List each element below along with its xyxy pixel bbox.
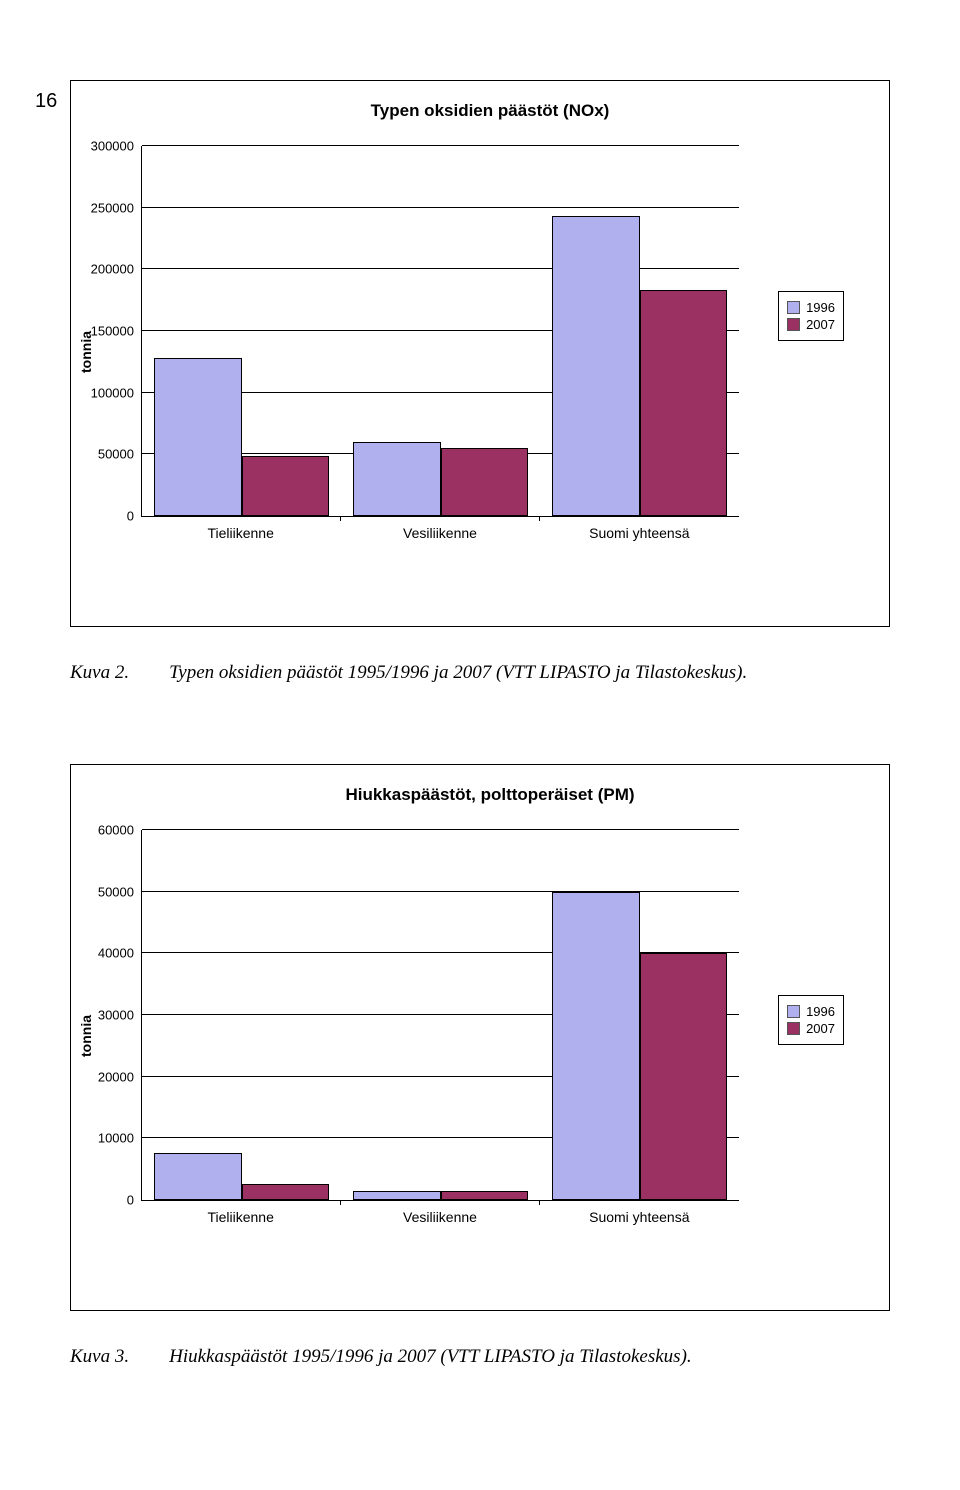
caption-label: Kuva 3. — [70, 1346, 129, 1368]
x-tick-label: Tieliikenne — [141, 1209, 340, 1225]
y-tick-label: 300000 — [91, 139, 142, 154]
bar — [640, 290, 728, 516]
y-tick-label: 50000 — [98, 447, 142, 462]
caption-kuva2: Kuva 2. Typen oksidien päästöt 1995/1996… — [70, 662, 890, 684]
legend: 1996 2007 — [778, 995, 844, 1045]
legend-label: 1996 — [806, 300, 835, 315]
category-group — [142, 830, 341, 1200]
x-tick-label: Tieliikenne — [141, 525, 340, 541]
legend-label: 1996 — [806, 1004, 835, 1019]
bar — [242, 1184, 330, 1200]
y-tick-label: 150000 — [91, 324, 142, 339]
legend-swatch — [787, 301, 800, 314]
category-group — [540, 830, 739, 1200]
y-tick-label: 250000 — [91, 200, 142, 215]
bar — [154, 358, 242, 516]
x-tick-label: Vesiliikenne — [340, 525, 539, 541]
legend-swatch — [787, 318, 800, 331]
x-tick-label: Vesiliikenne — [340, 1209, 539, 1225]
legend-swatch — [787, 1005, 800, 1018]
y-tick-label: 50000 — [98, 884, 142, 899]
y-tick-label: 10000 — [98, 1131, 142, 1146]
y-tick-label: 0 — [127, 1193, 142, 1208]
chart-title: Typen oksidien päästöt (NOx) — [131, 101, 849, 121]
page-number: 16 — [35, 90, 57, 113]
bar — [441, 1191, 529, 1200]
legend-item: 1996 — [787, 300, 835, 315]
y-tick-label: 0 — [127, 509, 142, 524]
chart-nox: Typen oksidien päästöt (NOx)tonnia050000… — [70, 80, 890, 627]
bar — [154, 1153, 242, 1200]
x-tick-label: Suomi yhteensä — [540, 525, 739, 541]
category-tick — [340, 1200, 341, 1205]
x-tick-label: Suomi yhteensä — [540, 1209, 739, 1225]
legend-label: 2007 — [806, 1021, 835, 1036]
category-tick — [539, 1200, 540, 1205]
category-group — [341, 830, 540, 1200]
legend: 1996 2007 — [778, 291, 844, 341]
y-tick-label: 100000 — [91, 385, 142, 400]
legend-item: 2007 — [787, 317, 835, 332]
category-group — [142, 146, 341, 516]
plot-area: 0100002000030000400005000060000 — [141, 830, 739, 1201]
bar — [242, 456, 330, 516]
category-tick — [340, 516, 341, 521]
caption-text: Typen oksidien päästöt 1995/1996 ja 2007… — [169, 662, 747, 684]
bar — [552, 892, 640, 1200]
legend-swatch — [787, 1022, 800, 1035]
y-tick-label: 30000 — [98, 1008, 142, 1023]
bar — [441, 448, 529, 516]
legend-label: 2007 — [806, 317, 835, 332]
y-tick-label: 20000 — [98, 1069, 142, 1084]
y-tick-label: 200000 — [91, 262, 142, 277]
plot-area: 050000100000150000200000250000300000 — [141, 146, 739, 517]
caption-label: Kuva 2. — [70, 662, 129, 684]
chart-title: Hiukkaspäästöt, polttoperäiset (PM) — [131, 785, 849, 805]
caption-kuva3: Kuva 3. Hiukkaspäästöt 1995/1996 ja 2007… — [70, 1346, 890, 1368]
caption-text: Hiukkaspäästöt 1995/1996 ja 2007 (VTT LI… — [169, 1346, 692, 1368]
bar — [353, 442, 441, 516]
y-tick-label: 60000 — [98, 823, 142, 838]
category-tick — [539, 516, 540, 521]
bar — [552, 216, 640, 516]
legend-item: 1996 — [787, 1004, 835, 1019]
legend-item: 2007 — [787, 1021, 835, 1036]
chart-pm: Hiukkaspäästöt, polttoperäiset (PM) tonni… — [70, 764, 890, 1311]
bar — [353, 1191, 441, 1200]
category-group — [341, 146, 540, 516]
bar — [640, 953, 728, 1200]
category-group — [540, 146, 739, 516]
y-axis-label: tonnia — [78, 1015, 94, 1057]
y-tick-label: 40000 — [98, 946, 142, 961]
